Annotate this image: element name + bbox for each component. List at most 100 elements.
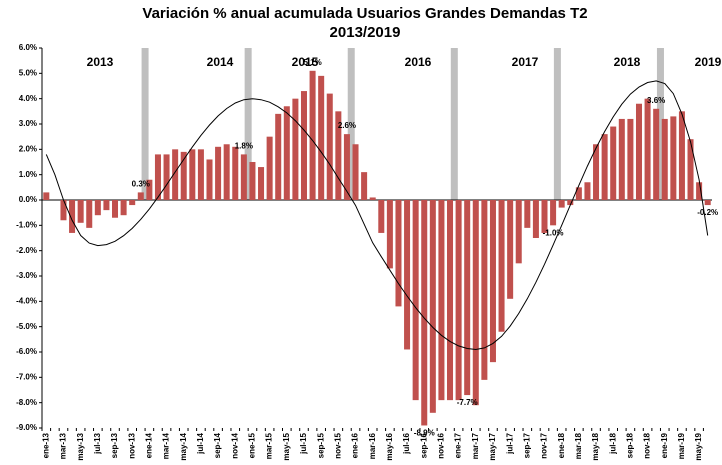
x-tick-label: ene-15 — [248, 432, 257, 458]
bar — [352, 144, 359, 200]
bar — [266, 136, 273, 200]
x-tick-label: may-17 — [488, 432, 497, 460]
x-tick-label: ene-18 — [557, 432, 566, 458]
data-label: -7.7% — [457, 398, 478, 407]
x-tick-label: jul-18 — [608, 432, 617, 454]
bar — [180, 151, 187, 200]
bar — [197, 149, 204, 200]
bar — [635, 103, 642, 200]
year-separator — [450, 48, 458, 200]
y-tick-label: -7.0% — [16, 372, 37, 381]
trend-line — [45, 80, 709, 351]
bar — [653, 108, 660, 200]
bar — [455, 200, 462, 401]
bar — [283, 106, 290, 200]
bar — [137, 192, 144, 200]
bar — [627, 118, 634, 200]
year-label: 2015 — [292, 55, 319, 69]
bar — [481, 200, 488, 380]
x-tick-label: ene-19 — [660, 432, 669, 458]
year-separator — [656, 48, 664, 200]
bar — [498, 200, 505, 332]
x-tick-label: mar-16 — [368, 432, 377, 459]
bar — [558, 200, 565, 208]
x-tick-label: may-18 — [591, 432, 600, 460]
y-tick-label: 5.0% — [19, 68, 37, 77]
year-label: 2019 — [695, 55, 722, 69]
chart-title: Variación % anual acumulada Usuarios Gra… — [142, 5, 587, 22]
x-tick-label: sep-14 — [213, 432, 222, 458]
bar — [515, 200, 522, 264]
bar — [704, 200, 711, 206]
bar — [412, 200, 419, 401]
bar — [395, 200, 402, 307]
y-tick-label: 3.0% — [19, 119, 37, 128]
data-label: 2.6% — [338, 121, 356, 130]
x-tick-label: mar-18 — [574, 432, 583, 459]
x-tick-label: sep-13 — [110, 432, 119, 458]
data-label: 5.1% — [303, 58, 321, 67]
bar — [404, 200, 411, 350]
bar — [618, 118, 625, 200]
bar — [550, 200, 557, 226]
y-tick-label: -8.0% — [16, 398, 37, 407]
x-tick-label: jul-15 — [299, 432, 308, 454]
year-separator — [347, 48, 355, 200]
bar — [318, 75, 325, 200]
x-tick-label: mar-15 — [265, 432, 274, 459]
year-separator — [553, 48, 561, 200]
x-tick-label: mar-13 — [59, 432, 68, 459]
x-tick-label: may-15 — [282, 432, 291, 460]
x-tick-label: nov-14 — [230, 432, 239, 458]
x-tick-label: nov-17 — [540, 432, 549, 458]
bar — [103, 200, 110, 211]
data-label: 1.8% — [235, 142, 253, 151]
bar — [464, 200, 471, 396]
y-tick-label: 4.0% — [19, 94, 37, 103]
bar — [309, 70, 316, 200]
x-tick-label: jul-17 — [505, 432, 514, 454]
x-tick-label: mar-17 — [471, 432, 480, 459]
data-label: -1.0% — [543, 228, 564, 237]
bar — [687, 139, 694, 200]
x-tick-label: nov-13 — [127, 432, 136, 458]
y-tick-label: -6.0% — [16, 347, 37, 356]
x-tick-label: sep-18 — [626, 432, 635, 458]
bar — [601, 134, 608, 200]
year-separator — [244, 48, 252, 200]
bar — [507, 200, 514, 299]
x-tick-label: nov-16 — [437, 432, 446, 458]
bar — [361, 172, 368, 200]
bar — [163, 154, 170, 200]
bar — [678, 111, 685, 200]
year-label: 2014 — [207, 55, 234, 69]
bar — [593, 144, 600, 200]
bar — [232, 146, 239, 200]
bar — [524, 200, 531, 228]
y-tick-label: -2.0% — [16, 246, 37, 255]
bar — [189, 149, 196, 200]
bar — [258, 167, 265, 200]
x-tick-label: nov-18 — [643, 432, 652, 458]
bar — [378, 200, 385, 233]
year-label: 2016 — [405, 55, 432, 69]
x-tick-label: nov-15 — [333, 432, 342, 458]
bar — [60, 200, 67, 221]
chart-subtitle: 2013/2019 — [330, 24, 401, 41]
data-label: -8.9% — [414, 429, 435, 438]
bar — [644, 98, 651, 200]
x-tick-label: sep-17 — [522, 432, 531, 458]
bar — [343, 134, 350, 200]
bar — [661, 118, 668, 200]
bar — [300, 91, 307, 200]
bar — [438, 200, 445, 401]
bar — [223, 144, 230, 200]
x-tick-label: mar-14 — [162, 432, 171, 459]
y-tick-label: 0.0% — [19, 195, 37, 204]
x-tick-label: may-19 — [694, 432, 703, 460]
x-tick-label: mar-19 — [677, 432, 686, 459]
y-tick-label: 6.0% — [19, 43, 37, 52]
bar — [610, 126, 617, 200]
